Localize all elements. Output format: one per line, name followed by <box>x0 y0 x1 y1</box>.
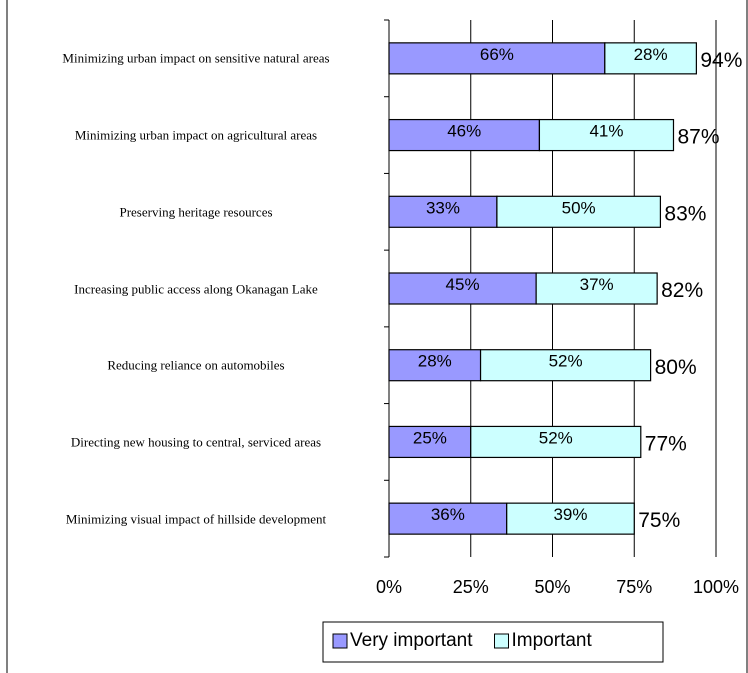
value-label: 52% <box>549 352 583 371</box>
bar-segment <box>535 272 658 305</box>
bar-segment <box>604 42 697 75</box>
legend-box <box>322 621 664 663</box>
value-label: 46% <box>447 122 481 141</box>
total-label: 75% <box>638 509 680 532</box>
total-label: 82% <box>661 279 703 302</box>
legend-swatch <box>332 633 348 649</box>
value-label: 25% <box>413 428 447 447</box>
category-label: Reducing reliance on automobiles <box>107 357 285 373</box>
value-label: 50% <box>562 198 596 217</box>
bar-segment <box>388 118 541 152</box>
value-label: 33% <box>426 198 460 217</box>
value-label: 41% <box>589 122 623 141</box>
legend-swatch <box>494 633 509 649</box>
x-tick-label: 0% <box>376 577 402 597</box>
category-label: Minimizing visual impact of hillside dev… <box>65 511 327 527</box>
bar-segment <box>470 425 642 459</box>
total-label: 83% <box>664 202 706 225</box>
total-label: 87% <box>677 126 719 149</box>
bar-segment <box>388 502 508 535</box>
legend-label: Important <box>512 630 593 651</box>
value-label: 36% <box>431 505 465 524</box>
legend-label: Very important <box>350 630 473 651</box>
bar-segment <box>388 195 498 228</box>
x-tick-label: 50% <box>534 577 570 597</box>
value-label: 28% <box>634 45 668 64</box>
category-label: Minimizing urban impact on sensitive nat… <box>62 50 330 66</box>
bar-segment <box>388 425 472 459</box>
value-label: 66% <box>480 45 514 64</box>
value-label: 52% <box>539 428 573 447</box>
total-label: 80% <box>655 356 697 379</box>
x-tick-label: 75% <box>616 577 652 597</box>
total-label: 77% <box>645 432 687 455</box>
value-label: 28% <box>418 352 452 371</box>
x-tick-label: 100% <box>693 577 739 597</box>
bar-segment <box>388 272 537 305</box>
bar-segment <box>388 42 606 75</box>
total-label: 94% <box>700 49 742 72</box>
value-label: 37% <box>580 275 614 294</box>
bar-segment <box>479 349 652 382</box>
category-label: Increasing public access along Okanagan … <box>74 281 318 296</box>
bar-segment <box>538 118 675 152</box>
bar-segment <box>496 195 662 228</box>
value-label: 39% <box>553 505 587 524</box>
value-label: 45% <box>446 275 480 294</box>
category-label: Directing new housing to central, servic… <box>70 434 322 450</box>
category-label: Preserving heritage resources <box>119 204 273 220</box>
x-tick-label: 25% <box>453 577 489 597</box>
category-label: Minimizing urban impact on agricultural … <box>74 127 318 143</box>
bar-segment <box>388 349 482 382</box>
bar-segment <box>506 502 635 535</box>
